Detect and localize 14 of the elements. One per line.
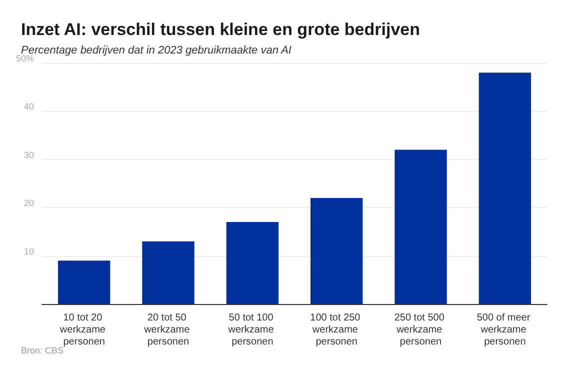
text: Bron: CBS (21, 346, 64, 356)
chart-subtitle: Percentage bedrijven dat in 2023 gebruikmaakte van AI (21, 44, 292, 56)
x-tick-label: 20 tot 50 werkzame personen (143, 312, 192, 348)
x-tick-label: 100 tot 250 werkzame personen (310, 312, 363, 348)
x-tick-label: 50 tot 100 werkzame personen (227, 312, 277, 348)
x-tick-label: 250 tot 500 werkzame personen (394, 312, 448, 348)
y-tick-label: 30 (24, 150, 34, 160)
x-tick-label: 10 tot 20 werkzame personen (58, 312, 108, 348)
x-tick-label: 500 of meer werkzame personen (476, 312, 533, 348)
y-tick-label: 10 (24, 246, 34, 256)
y-tick-label: 50% (16, 54, 34, 64)
chart-title: Inzet AI: verschil tussen kleine en grote bedrijven (21, 20, 420, 39)
y-tick-label: 20 (24, 198, 34, 208)
y-tick-label: 40 (24, 102, 34, 112)
